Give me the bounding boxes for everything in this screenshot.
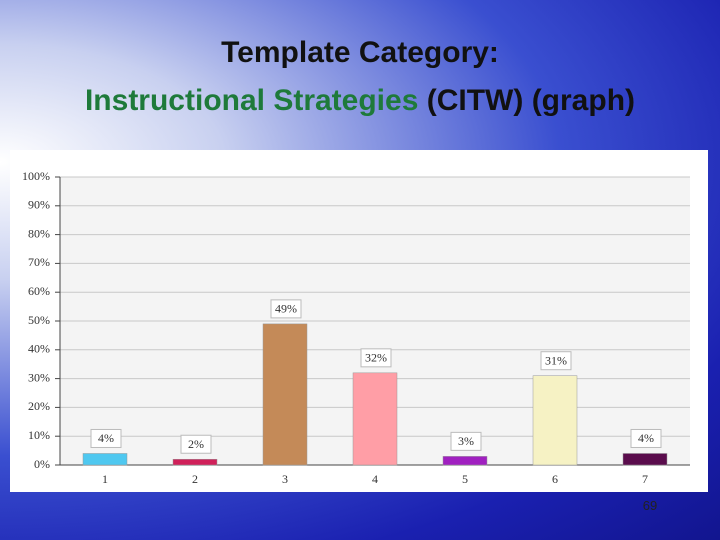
y-tick-label: 50% [28,313,50,327]
page-number: 69 [642,498,658,513]
value-label: 3% [458,434,474,448]
subtitle-rest: (CITW) (graph) [426,84,636,117]
value-label-box [630,428,662,448]
value-label: 32% [365,351,387,365]
value-label-box [450,431,482,451]
slide-title: Template Category: [221,36,499,69]
value-label: 4% [638,431,654,445]
bar [352,372,398,466]
bar [622,453,668,466]
value-label: 49% [275,302,297,316]
y-tick-label: 30% [28,370,50,384]
x-tick-label: 1 [102,472,108,486]
bar [442,456,488,466]
x-tick-label: 2 [192,472,198,486]
bar [172,458,218,466]
slide-subtitle: Instructional Strategies (CITW) (graph) [0,84,720,118]
value-label-box [540,351,572,371]
value-label-box [90,428,122,448]
y-tick-label: 40% [28,342,50,356]
value-label-box [180,434,212,454]
subtitle-highlight: Instructional Strategies [84,84,419,117]
y-tick-label: 20% [28,399,50,413]
value-label-box [270,299,302,319]
y-tick-label: 10% [28,428,50,442]
value-label: 4% [98,431,114,445]
y-tick-label: 0% [34,457,50,471]
y-tick-label: 60% [28,284,50,298]
bar [82,453,128,466]
x-tick-label: 4 [372,472,378,486]
value-label-box [360,348,392,368]
bar [262,323,308,466]
bar [532,375,578,466]
y-tick-label: 80% [28,226,50,240]
value-label: 31% [545,353,567,367]
x-tick-label: 5 [462,472,468,486]
x-tick-label: 7 [642,472,648,486]
x-tick-label: 6 [552,472,558,486]
y-tick-label: 100% [22,169,50,183]
value-label: 2% [188,437,204,451]
y-tick-label: 90% [28,198,50,212]
y-tick-label: 70% [28,255,50,269]
x-tick-label: 3 [282,472,288,486]
